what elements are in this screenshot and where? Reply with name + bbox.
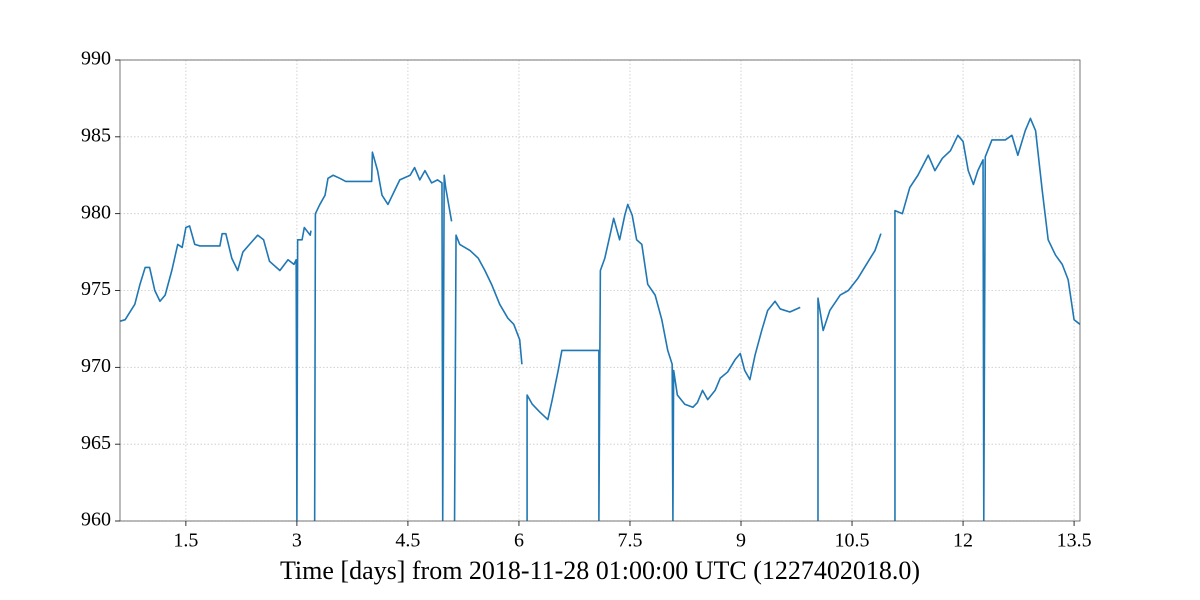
x-tick-label: 1.5 bbox=[173, 530, 198, 552]
y-tick-label: 985 bbox=[81, 124, 111, 146]
y-tick-label: 970 bbox=[81, 355, 111, 377]
x-tick-label: 3 bbox=[292, 530, 302, 552]
y-tick-label: 980 bbox=[81, 201, 111, 223]
x-tick-label: 6 bbox=[514, 530, 524, 552]
y-tick-label: 975 bbox=[81, 278, 111, 300]
x-axis-label: Time [days] from 2018-11-28 01:00:00 UTC… bbox=[280, 556, 920, 585]
x-tick-label: 4.5 bbox=[395, 530, 420, 552]
y-tick-label: 965 bbox=[81, 432, 111, 454]
data-line bbox=[120, 117, 1080, 521]
x-tick-label: 9 bbox=[736, 530, 746, 552]
x-tick-label: 7.5 bbox=[617, 530, 642, 552]
x-tick-label: 13.5 bbox=[1057, 530, 1092, 552]
plot-area bbox=[120, 117, 1080, 521]
y-tick-label: 960 bbox=[81, 509, 111, 531]
y-tick-label: 990 bbox=[81, 48, 111, 70]
x-tick-label: 12 bbox=[953, 530, 973, 552]
x-tick-label: 10.5 bbox=[835, 530, 870, 552]
ticks: 960 965 970 975 980 985 990 1.5 3 4.5 6 7.5 9 10.5 12 1… bbox=[81, 48, 1092, 552]
